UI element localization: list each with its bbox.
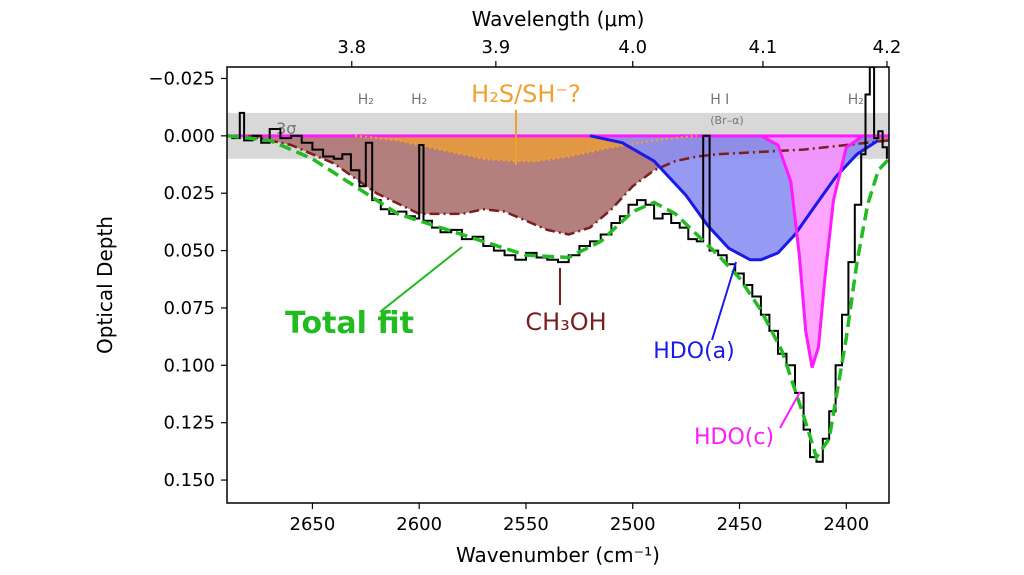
y-tick-label: 0.125 — [163, 413, 215, 434]
y-tick-label: 0.000 — [163, 126, 215, 147]
x2-tick-label: 3.8 — [337, 37, 366, 58]
hdo-c-fill — [760, 135, 864, 368]
y-tick-label: 0.100 — [163, 355, 215, 376]
y-axis-title: Optical Depth — [93, 216, 117, 354]
plot-frame — [226, 66, 890, 504]
ch3oh-fill — [248, 135, 889, 235]
total-fit-line — [227, 134, 889, 462]
hdo-a-label: HDO(a) — [653, 339, 734, 364]
ch3oh-line — [248, 134, 889, 236]
axes: 2650 2600 2550 2500 2450 2400 −0.025 0.000 0.025… — [93, 7, 901, 567]
x-tick-label: 2650 — [290, 514, 336, 535]
emission-line-label: H I — [710, 92, 729, 108]
emission-line-label: H₂ — [411, 92, 427, 108]
ch3oh-label: CH₃OH — [525, 308, 606, 336]
x2-tick-label: 4.0 — [618, 37, 647, 58]
total-fit-leader — [379, 246, 463, 313]
y-tick-label: 0.050 — [163, 241, 215, 262]
y-tick-label: 0.150 — [163, 470, 215, 491]
x2-tick-label: 3.9 — [482, 37, 511, 58]
series-lines — [227, 67, 889, 463]
x2-tick-label: 4.1 — [749, 37, 778, 58]
x-tick-label: 2500 — [610, 514, 656, 535]
x-tick-label: 2450 — [717, 514, 763, 535]
total-fit-label: Total fit — [285, 306, 414, 341]
chart-labels: H₂ H₂ H I (Br–α) H₂ Total fit CH₃OH H₂S/SH⁻? HDO… — [285, 80, 864, 450]
hdo-a-leader — [711, 261, 737, 341]
hdo-c-leader — [779, 391, 801, 429]
x2-tick-label: 4.2 — [873, 37, 902, 58]
y-tick-label: 0.075 — [163, 298, 215, 319]
h2s-line — [354, 134, 697, 163]
y-tick-label: 0.025 — [163, 183, 215, 204]
y-tick-label: −0.025 — [148, 68, 215, 89]
hdo-c-line — [760, 134, 865, 369]
x-axis-title: Wavenumber (cm⁻¹) — [456, 543, 660, 567]
x-tick-label: 2600 — [396, 514, 442, 535]
emission-line-label: H₂ — [848, 92, 864, 108]
x-tick-label: 2550 — [503, 514, 549, 535]
h2s-fill — [355, 135, 697, 162]
emission-line-label: H₂ — [358, 92, 374, 108]
x2-axis-title: Wavelength (μm) — [472, 7, 645, 31]
hdo-a-line — [589, 134, 880, 262]
hdo-c-label: HDO(c) — [694, 425, 774, 450]
h2s-label: H₂S/SH⁻? — [471, 80, 581, 108]
x-tick-label: 2400 — [823, 514, 869, 535]
emission-line-sublabel: (Br–α) — [710, 114, 743, 127]
